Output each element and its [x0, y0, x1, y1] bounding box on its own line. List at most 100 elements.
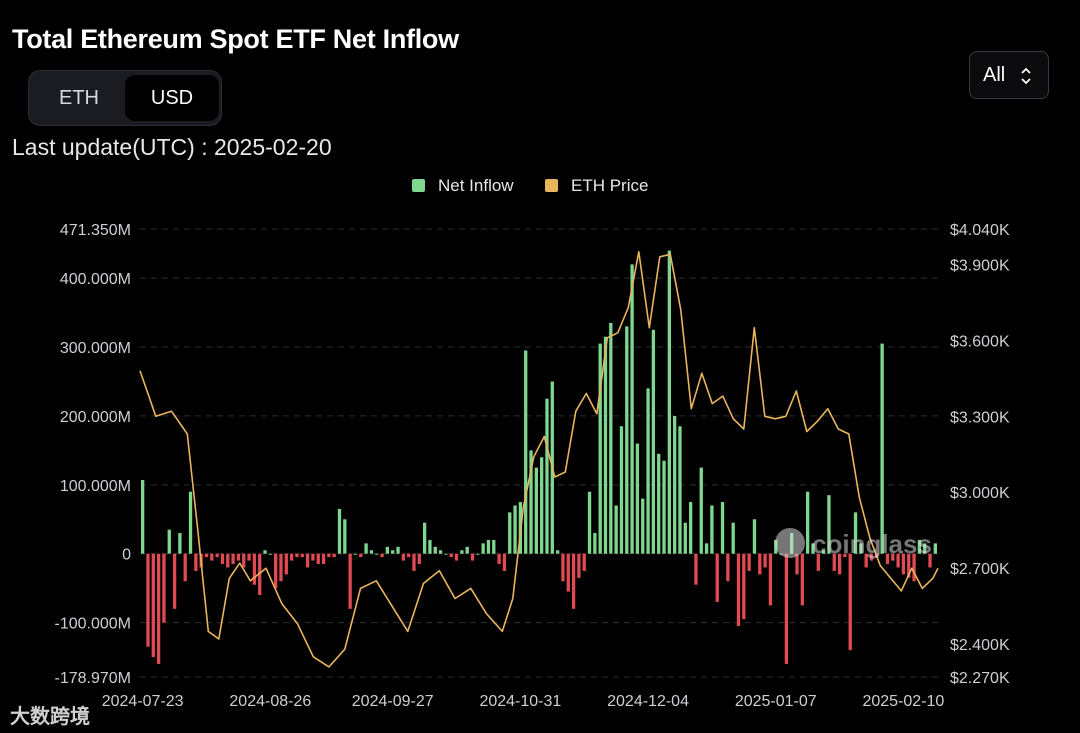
- outflow-bar: [311, 554, 314, 561]
- outflow-bar: [301, 554, 304, 557]
- inflow-bar: [487, 540, 490, 554]
- right-tick-label: $2.270K: [950, 670, 1010, 687]
- right-tick-label: $3.300K: [950, 409, 1010, 426]
- outflow-bar: [742, 554, 745, 619]
- inflow-bar: [535, 468, 538, 554]
- inflow-bar: [593, 533, 596, 554]
- inflow-bar: [753, 519, 756, 553]
- inflow-bar: [269, 554, 272, 555]
- range-select[interactable]: All: [969, 51, 1049, 99]
- inflow-bar: [540, 457, 543, 553]
- outflow-bar: [577, 554, 580, 578]
- outflow-bar: [290, 554, 293, 561]
- outflow-bar: [317, 554, 320, 564]
- inflow-bar: [934, 543, 937, 553]
- inflow-bar: [588, 492, 591, 554]
- outflow-bar: [152, 554, 155, 657]
- x-tick-label: 2025-02-10: [862, 693, 944, 710]
- outflow-bar: [226, 554, 229, 568]
- legend-net-inflow-label: Net Inflow: [438, 176, 514, 195]
- outflow-bar: [215, 554, 218, 557]
- left-tick-label: 200.000M: [60, 409, 131, 426]
- outflow-bar: [274, 554, 277, 588]
- outflow-bar: [285, 554, 288, 575]
- eth-price-line: [140, 252, 938, 667]
- outflow-bar: [295, 554, 298, 557]
- right-tick-label: $3.000K: [950, 485, 1010, 502]
- inflow-bar: [545, 399, 548, 554]
- x-tick-label: 2024-08-26: [229, 693, 311, 710]
- inflow-bar: [806, 492, 809, 554]
- x-tick-label: 2025-01-07: [735, 693, 817, 710]
- inflow-bar: [556, 550, 559, 553]
- outflow-bar: [237, 554, 240, 561]
- chevron-updown-icon: [1020, 65, 1032, 87]
- unit-toggle[interactable]: ETH USD: [28, 70, 222, 126]
- left-tick-label: 0: [122, 547, 131, 564]
- outflow-bar: [716, 554, 719, 602]
- outflow-bar: [231, 554, 234, 564]
- inflow-bar: [423, 523, 426, 554]
- outflow-bar: [747, 554, 750, 571]
- outflow-bar: [763, 554, 766, 568]
- net-inflow-chart: Net Inflow ETH Price 471.350M 400.000M 300.0…: [0, 165, 1080, 710]
- inflow-bar: [263, 550, 266, 553]
- outflow-bar: [471, 554, 474, 561]
- outflow-bar: [327, 554, 330, 557]
- toggle-eth-button[interactable]: ETH: [33, 75, 125, 121]
- outflow-bar: [306, 554, 309, 568]
- outflow-bar: [694, 554, 697, 585]
- toggle-usd-button[interactable]: USD: [125, 75, 219, 121]
- inflow-bar: [375, 554, 378, 555]
- inflow-bar: [652, 330, 655, 554]
- outflow-bar: [146, 554, 149, 647]
- inflow-bar: [508, 512, 511, 553]
- inflow-bar: [354, 554, 357, 555]
- legend-net-inflow-swatch: [412, 179, 425, 192]
- outflow-bar: [572, 554, 575, 609]
- outflow-bar: [418, 554, 421, 564]
- outflow-bar: [322, 554, 325, 564]
- left-tick-label: 471.350M: [60, 222, 131, 239]
- inflow-bar: [178, 533, 181, 554]
- outflow-bar: [769, 554, 772, 606]
- inflow-bar: [880, 344, 883, 554]
- left-tick-label: -178.970M: [55, 670, 132, 687]
- inflow-bar: [657, 454, 660, 554]
- outflow-bar: [726, 554, 729, 582]
- left-tick-label: 300.000M: [60, 340, 131, 357]
- inflow-bar: [434, 547, 437, 554]
- inflow-bar: [732, 523, 735, 554]
- inflow-bar: [386, 547, 389, 554]
- outflow-bar: [194, 554, 197, 571]
- outflow-bar: [205, 554, 208, 557]
- outflow-bar: [737, 554, 740, 626]
- page-title: Total Ethereum Spot ETF Net Inflow: [12, 24, 459, 55]
- outflow-bar: [583, 554, 586, 571]
- inflow-bar: [700, 468, 703, 554]
- last-update-text: Last update(UTC) : 2025-02-20: [12, 134, 332, 161]
- inflow-bar: [662, 461, 665, 554]
- inflow-bar: [604, 337, 607, 554]
- inflow-bar: [668, 251, 671, 554]
- right-tick-label: $4.040K: [950, 222, 1010, 239]
- outflow-bar: [247, 554, 250, 561]
- inflow-bar: [689, 502, 692, 554]
- inflow-bar: [641, 499, 644, 554]
- x-tick-label: 2024-12-04: [607, 693, 689, 710]
- inflow-bar: [476, 554, 479, 555]
- inflow-bar: [370, 550, 373, 553]
- outflow-bar: [242, 554, 245, 568]
- right-tick-label: $3.600K: [950, 333, 1010, 350]
- coinglass-logo-icon: [775, 528, 805, 558]
- left-tick-label: 400.000M: [60, 271, 131, 288]
- legend-eth-price-swatch: [545, 179, 558, 192]
- left-tick-label: -100.000M: [55, 616, 132, 633]
- inflow-bar: [524, 350, 527, 553]
- inflow-bar: [343, 519, 346, 553]
- outflow-bar: [801, 554, 804, 606]
- outflow-bar: [503, 554, 506, 571]
- outflow-bar: [333, 554, 336, 557]
- outflow-bar: [455, 554, 458, 561]
- inflow-bar: [168, 530, 171, 554]
